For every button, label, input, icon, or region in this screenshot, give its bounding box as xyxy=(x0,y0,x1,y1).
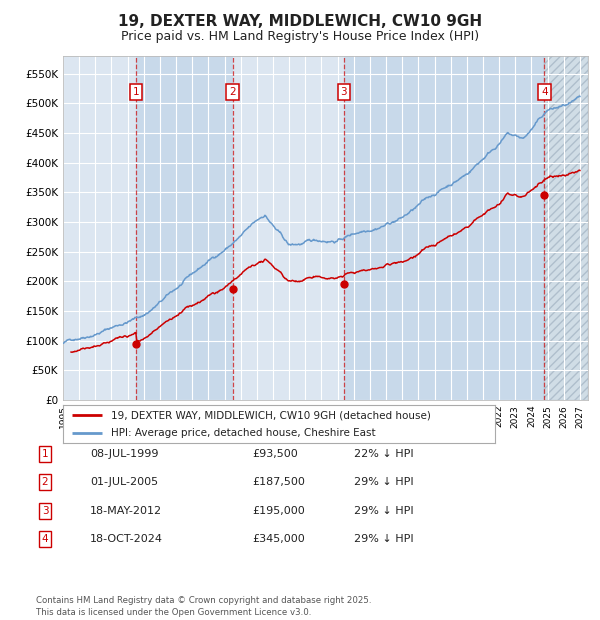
Text: 29% ↓ HPI: 29% ↓ HPI xyxy=(354,534,413,544)
Text: 19, DEXTER WAY, MIDDLEWICH, CW10 9GH: 19, DEXTER WAY, MIDDLEWICH, CW10 9GH xyxy=(118,14,482,29)
Text: 01-JUL-2005: 01-JUL-2005 xyxy=(90,477,158,487)
Bar xyxy=(136,56,233,400)
Text: £93,500: £93,500 xyxy=(252,449,298,459)
Text: £187,500: £187,500 xyxy=(252,477,305,487)
Text: 1: 1 xyxy=(133,87,139,97)
Text: 4: 4 xyxy=(541,87,548,97)
Text: 2: 2 xyxy=(41,477,49,487)
Bar xyxy=(233,56,344,400)
Text: £345,000: £345,000 xyxy=(252,534,305,544)
Bar xyxy=(344,56,544,400)
Text: Price paid vs. HM Land Registry's House Price Index (HPI): Price paid vs. HM Land Registry's House … xyxy=(121,30,479,43)
Text: 08-JUL-1999: 08-JUL-1999 xyxy=(90,449,158,459)
Text: 18-MAY-2012: 18-MAY-2012 xyxy=(90,506,162,516)
Text: 22% ↓ HPI: 22% ↓ HPI xyxy=(354,449,413,459)
Text: 1: 1 xyxy=(41,449,49,459)
Text: 3: 3 xyxy=(41,506,49,516)
Text: 29% ↓ HPI: 29% ↓ HPI xyxy=(354,506,413,516)
Bar xyxy=(544,56,588,400)
Text: 29% ↓ HPI: 29% ↓ HPI xyxy=(354,477,413,487)
Text: 2: 2 xyxy=(229,87,236,97)
Bar xyxy=(63,56,136,400)
Text: £195,000: £195,000 xyxy=(252,506,305,516)
Bar xyxy=(544,56,588,400)
Text: 3: 3 xyxy=(340,87,347,97)
Text: 4: 4 xyxy=(41,534,49,544)
Text: Contains HM Land Registry data © Crown copyright and database right 2025.
This d: Contains HM Land Registry data © Crown c… xyxy=(36,596,371,617)
Text: HPI: Average price, detached house, Cheshire East: HPI: Average price, detached house, Ches… xyxy=(110,428,375,438)
Text: 19, DEXTER WAY, MIDDLEWICH, CW10 9GH (detached house): 19, DEXTER WAY, MIDDLEWICH, CW10 9GH (de… xyxy=(110,410,430,420)
Text: 18-OCT-2024: 18-OCT-2024 xyxy=(90,534,163,544)
